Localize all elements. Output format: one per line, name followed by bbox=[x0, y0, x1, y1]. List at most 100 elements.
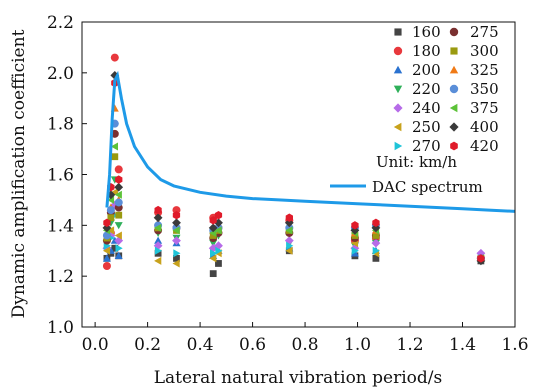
point-200-3 bbox=[114, 251, 123, 259]
point-420-6 bbox=[209, 216, 217, 225]
point-160-4 bbox=[154, 249, 162, 257]
legend-label-220: 220 bbox=[412, 80, 441, 98]
point-270-5 bbox=[173, 249, 181, 258]
point-375-1 bbox=[106, 195, 115, 204]
point-240-10 bbox=[371, 238, 381, 248]
point-300-1 bbox=[107, 214, 115, 222]
point-420-0 bbox=[103, 218, 111, 227]
point-375-6 bbox=[209, 229, 217, 237]
point-240-4 bbox=[153, 241, 163, 251]
point-250-4 bbox=[154, 256, 162, 265]
y-tick-label-0: 1.0 bbox=[47, 318, 74, 338]
point-160-5 bbox=[173, 254, 180, 262]
x-tick-label-5: 1.0 bbox=[344, 335, 371, 355]
point-420-10 bbox=[372, 218, 380, 227]
x-tick-label-0: 0.0 bbox=[82, 335, 109, 355]
legend-label-270: 270 bbox=[412, 137, 441, 155]
point-375-2 bbox=[110, 142, 118, 151]
legend-marker-200 bbox=[393, 65, 403, 74]
point-270-3 bbox=[115, 244, 123, 253]
point-200-4 bbox=[154, 236, 163, 244]
point-160-7 bbox=[215, 260, 222, 267]
y-axis-title: Dynamic amplification coefficient bbox=[9, 29, 29, 318]
legend-marker-270 bbox=[394, 141, 403, 151]
x-axis-ticks: 0.0 0.2 0.4 0.6 0.8 1.0 1.2 1.4 1.6 bbox=[82, 322, 529, 355]
legend-marker-300 bbox=[450, 47, 458, 55]
legend-marker-275 bbox=[449, 27, 459, 37]
legend-marker-325 bbox=[449, 65, 459, 74]
point-420-8 bbox=[285, 213, 293, 222]
point-400-6 bbox=[208, 223, 218, 233]
point-400-3 bbox=[114, 182, 124, 192]
legend-label-275: 275 bbox=[470, 23, 499, 41]
point-160-10 bbox=[372, 254, 380, 262]
point-250-5 bbox=[172, 259, 180, 268]
point-420-9 bbox=[351, 221, 359, 230]
y-tick-label-1: 1.2 bbox=[47, 267, 74, 287]
plot-frame bbox=[81, 21, 516, 328]
legend-label-180: 180 bbox=[412, 42, 441, 60]
y-tick-label-5: 2.0 bbox=[47, 64, 74, 84]
scatter-marks bbox=[102, 53, 486, 278]
point-250-6 bbox=[209, 254, 217, 263]
y-tick-label-2: 1.4 bbox=[47, 216, 74, 236]
x-tick-label-3: 0.6 bbox=[239, 335, 266, 355]
point-200-0 bbox=[102, 254, 111, 262]
point-270-6 bbox=[210, 249, 218, 258]
point-420-4 bbox=[154, 205, 162, 215]
point-240-7 bbox=[214, 241, 223, 251]
point-350-1 bbox=[106, 206, 115, 215]
legend-marker-250 bbox=[393, 122, 402, 132]
y-tick-label-3: 1.6 bbox=[47, 166, 74, 186]
point-240-3 bbox=[114, 236, 124, 245]
x-tick-label-8: 1.6 bbox=[501, 335, 528, 355]
x-tick-label-7: 1.4 bbox=[449, 335, 476, 355]
point-400-4 bbox=[153, 213, 163, 223]
point-300-3 bbox=[115, 211, 123, 219]
point-375-5 bbox=[172, 226, 180, 235]
point-420-3 bbox=[115, 175, 123, 184]
point-270-7 bbox=[215, 246, 223, 255]
legend-marker-180 bbox=[393, 46, 403, 56]
legend-marker-420 bbox=[450, 141, 458, 151]
point-240-5 bbox=[172, 236, 181, 245]
point-400-5 bbox=[172, 218, 181, 228]
y-tick-label-6: 2.2 bbox=[47, 13, 74, 33]
legend-label-dac-spectrum: DAC spectrum bbox=[372, 178, 483, 196]
point-400-7 bbox=[214, 218, 223, 228]
point-375-3 bbox=[114, 190, 122, 199]
point-160-2 bbox=[111, 244, 119, 252]
legend-label-300: 300 bbox=[470, 42, 499, 60]
point-375-8 bbox=[285, 226, 293, 235]
point-270-4 bbox=[154, 246, 163, 255]
point-400-0 bbox=[102, 223, 112, 233]
dac-spectrum-curve bbox=[105, 70, 516, 213]
point-180-5 bbox=[172, 206, 181, 215]
legend-label-375: 375 bbox=[470, 99, 499, 117]
point-270-8 bbox=[286, 241, 294, 250]
x-tick-label-2: 0.4 bbox=[187, 335, 214, 355]
point-270-9 bbox=[351, 246, 359, 255]
point-250-1 bbox=[106, 226, 115, 235]
point-300-10 bbox=[372, 232, 380, 239]
point-400-1 bbox=[106, 190, 116, 200]
point-240-6 bbox=[208, 243, 218, 253]
legend-label-160: 160 bbox=[412, 23, 441, 41]
legend-marker-160 bbox=[394, 28, 402, 36]
point-220-3 bbox=[114, 222, 123, 230]
x-tick-label-1: 0.2 bbox=[134, 335, 161, 355]
point-420-7 bbox=[214, 211, 223, 220]
y-axis-ticks: 1.0 1.2 1.4 1.6 1.8 2.0 2.2 bbox=[47, 13, 87, 338]
point-250-0 bbox=[102, 246, 111, 255]
x-axis-title: Lateral natural vibration period/s bbox=[154, 368, 443, 388]
point-270-10 bbox=[372, 246, 380, 255]
legend-marker-375 bbox=[449, 103, 458, 113]
point-160-6 bbox=[209, 270, 217, 278]
y-tick-label-4: 1.8 bbox=[47, 115, 74, 135]
point-250-3 bbox=[114, 231, 122, 240]
point-180-3 bbox=[114, 165, 123, 174]
legend-label-325: 325 bbox=[470, 61, 499, 79]
point-220-6 bbox=[209, 239, 218, 248]
